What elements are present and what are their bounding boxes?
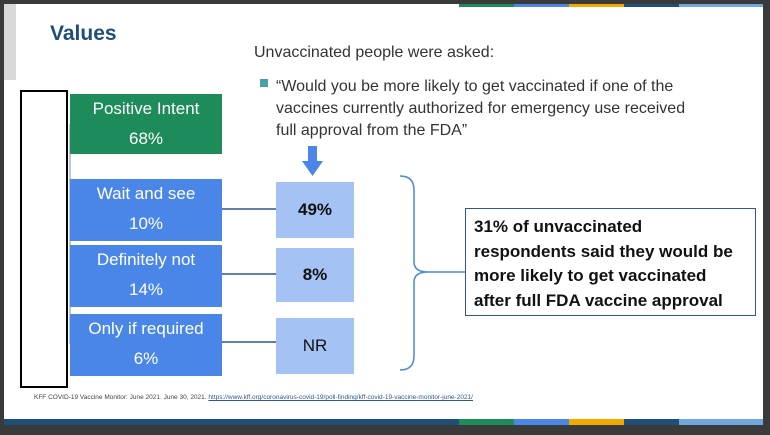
top-accent-stripe xyxy=(459,4,514,7)
category-label: Wait and see xyxy=(96,184,196,203)
bottom-accent-stripe xyxy=(624,419,679,425)
category-label: Definitely not xyxy=(96,250,196,269)
right-brace-icon xyxy=(399,175,429,371)
category-label: Positive Intent xyxy=(92,99,200,118)
intro-text: Unvaccinated people were asked: xyxy=(254,44,495,61)
top-accent-stripe xyxy=(679,4,763,7)
category-value: 14% xyxy=(128,280,164,299)
category-value: 6% xyxy=(133,349,159,368)
bottom-accent-stripe xyxy=(4,419,459,425)
slide: Values Unvaccinated people were asked: “… xyxy=(4,4,763,425)
source-footnote: KFF COVID-19 Vaccine Monitor: June 2021.… xyxy=(34,394,473,401)
result-definitely-not: 8% xyxy=(276,248,354,302)
bottom-accent-stripe xyxy=(569,419,624,425)
survey-question: “Would you be more likely to get vaccina… xyxy=(276,78,686,139)
category-value: 10% xyxy=(128,214,164,233)
category-wait-and-see: Wait and see 10% xyxy=(70,179,222,241)
bottom-accent-stripe xyxy=(679,419,763,425)
top-accent-stripe xyxy=(624,4,679,7)
bottom-accent-stripe xyxy=(459,419,514,425)
result-only-if-required: NR xyxy=(276,318,354,374)
bottom-accent-stripe xyxy=(514,419,569,425)
category-label: Only if required xyxy=(88,319,204,338)
category-only-if-required: Only if required 6% xyxy=(70,314,222,376)
category-positive-intent: Positive Intent 68% xyxy=(70,94,222,154)
slide-title: Values xyxy=(50,22,117,45)
source-link[interactable]: https://www.kff.org/coronavirus-covid-19… xyxy=(208,394,473,401)
down-arrow-icon xyxy=(302,146,323,176)
top-accent-stripe xyxy=(569,4,624,7)
connector-lines xyxy=(69,123,465,371)
source-citation: KFF COVID-19 Vaccine Monitor: June 2021.… xyxy=(34,394,207,401)
bullet-square-icon xyxy=(260,79,268,87)
top-accent-stripe xyxy=(514,4,569,7)
category-value: 68% xyxy=(128,129,164,148)
left-outline-box xyxy=(20,90,68,388)
result-wait-and-see: 49% xyxy=(276,182,354,238)
summary-callout: 31% of unvaccinated respondents said the… xyxy=(465,208,756,316)
category-definitely-not: Definitely not 14% xyxy=(70,245,222,307)
left-accent-bar xyxy=(4,4,16,80)
